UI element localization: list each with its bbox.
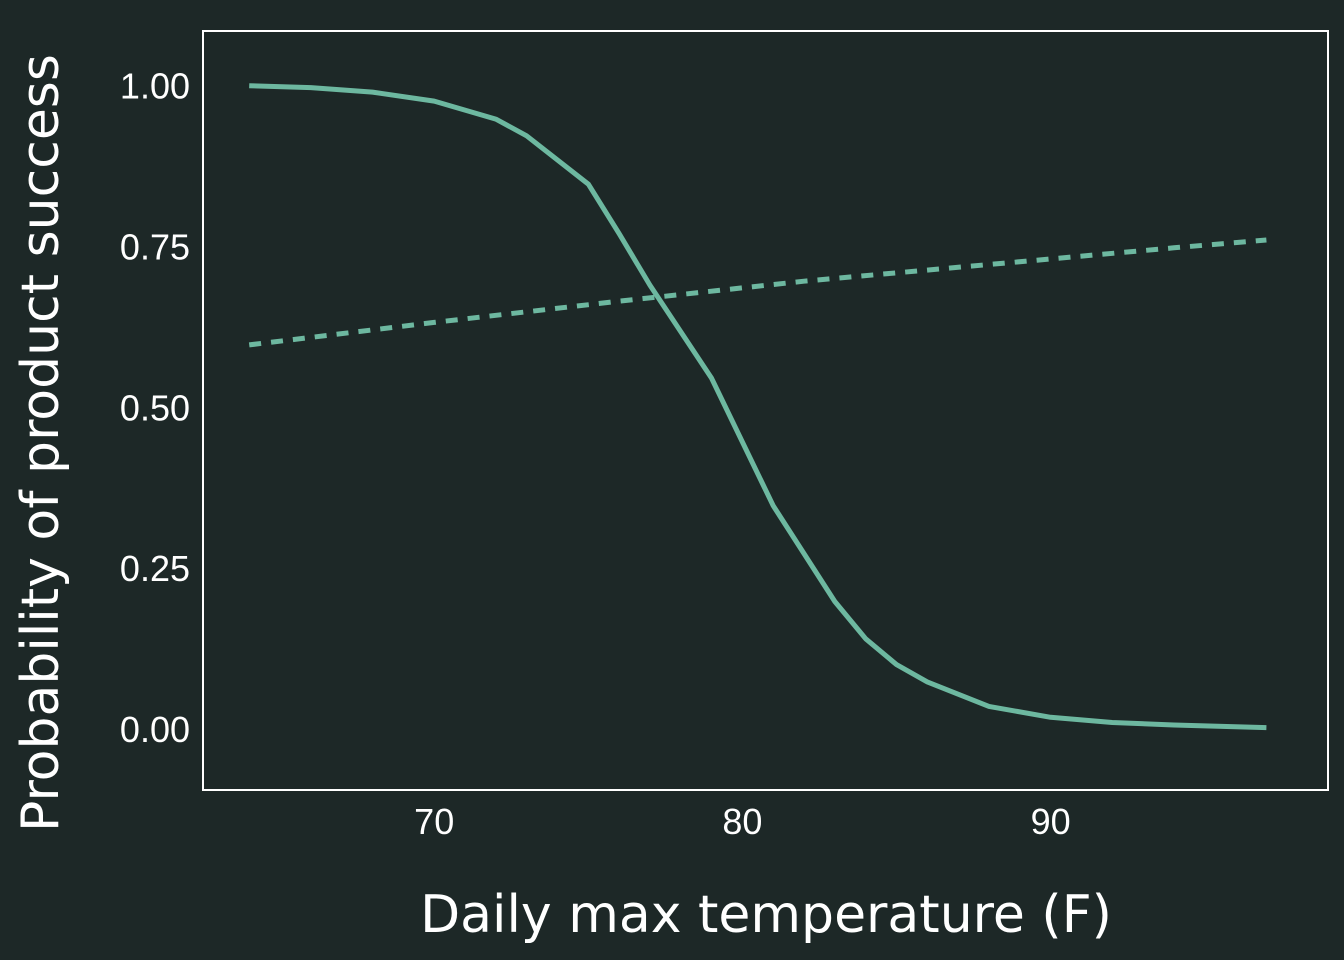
y-tick-label: 0.25 (120, 548, 190, 589)
x-tick-label: 70 (414, 801, 454, 842)
y-tick-label: 0.75 (120, 227, 190, 268)
series-line-solid (249, 83, 1267, 731)
y-tick-label: 0.00 (120, 709, 190, 750)
y-axis-title: Probability of product success (11, 54, 71, 832)
x-tick-label: 80 (722, 801, 762, 842)
y-tick-label: 0.50 (120, 387, 190, 428)
y-axis-ticks: 0.00 0.25 0.50 0.75 1.00 (120, 66, 190, 750)
series-line-dashed (248, 237, 1267, 348)
plot-panel (202, 30, 1329, 791)
y-tick-label: 1.00 (120, 66, 190, 107)
x-tick-label: 90 (1031, 801, 1071, 842)
x-axis-title: Daily max temperature (F) (420, 885, 1112, 945)
series-layer (248, 83, 1267, 731)
x-axis-ticks: 70 80 90 (414, 801, 1070, 842)
